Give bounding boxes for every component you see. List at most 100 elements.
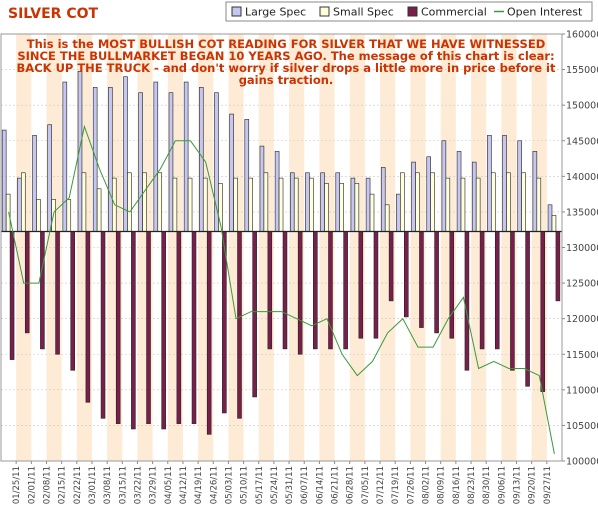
large-spec-bar	[199, 87, 204, 232]
small-spec-bar	[445, 177, 451, 232]
x-axis-tick-label: 02/22/11	[73, 466, 83, 504]
large-spec-bar	[108, 87, 113, 232]
large-spec-bar	[502, 135, 507, 232]
x-axis-tick-label: 08/23/11	[467, 466, 477, 504]
commercial-bar	[206, 231, 212, 435]
commercial-bar	[252, 231, 257, 398]
large-spec-bar	[411, 161, 416, 232]
commercial-bar	[176, 231, 182, 424]
column-band	[16, 34, 32, 461]
right-axis-tick-label: 150000	[566, 101, 598, 112]
small-spec-bar	[263, 172, 269, 232]
right-axis-tick-label: 100000	[566, 457, 598, 468]
x-axis-tick-label: 06/14/11	[315, 466, 325, 504]
annotation-line-2: SINCE THE BULLMARKET BEGAN 10 YEARS AGO.…	[17, 49, 554, 63]
commercial-bar	[343, 231, 348, 350]
large-spec-bar	[17, 177, 22, 232]
large-spec-bar	[441, 140, 447, 232]
right-axis-tick-label: 105000	[566, 421, 598, 432]
annotation-line-3: BACK UP THE TRUCK - and don't worry if s…	[17, 61, 556, 75]
x-axis-tick-label: 01/25/11	[12, 466, 22, 504]
x-axis-tick-label: 08/16/11	[452, 466, 462, 504]
commercial-bar	[434, 231, 439, 334]
large-spec-bar	[1, 129, 7, 232]
x-axis-tick-label: 04/26/11	[209, 466, 219, 504]
small-spec-bar	[551, 215, 557, 232]
x-axis-tick-label: 04/05/11	[164, 466, 174, 504]
small-spec-bar	[324, 183, 329, 232]
large-spec-bar	[426, 156, 431, 232]
bar-series	[1, 71, 561, 435]
commercial-bar	[494, 231, 500, 350]
small-spec-bar	[521, 172, 526, 232]
x-axis-tick-label: 06/07/11	[300, 466, 310, 504]
chart-annotation: This is the MOST BULLISH COT READING FOR…	[17, 37, 556, 87]
large-spec-bar	[517, 140, 522, 232]
large-spec-bar	[365, 177, 371, 232]
small-spec-bar	[142, 172, 147, 232]
x-axis-tick-label: 09/20/11	[528, 466, 538, 504]
right-axis-tick-label: 135000	[566, 207, 598, 218]
x-axis-tick-label: 08/30/11	[482, 466, 492, 504]
commercial-bar	[24, 231, 30, 334]
commercial-bar	[540, 231, 546, 392]
legend-label-commercial: Commercial	[421, 6, 487, 19]
commercial-bar	[525, 231, 530, 387]
x-axis-tick-label: 05/24/11	[270, 466, 280, 504]
small-spec-bar	[384, 204, 390, 232]
x-axis-tick-label: 06/28/11	[346, 466, 356, 504]
small-spec-bar	[233, 177, 238, 232]
x-axis-tick-label: 06/21/11	[331, 466, 341, 504]
large-spec-bar	[123, 76, 128, 232]
commercial-bar	[388, 231, 394, 302]
commercial-bar	[282, 231, 288, 350]
large-spec-bar	[259, 145, 265, 232]
legend-swatch-commercial	[407, 6, 418, 17]
small-spec-bar	[506, 172, 511, 232]
plot-area-border	[0, 33, 563, 462]
x-axis-tick-label: 02/08/11	[42, 466, 52, 504]
right-axis-tick-label: 120000	[566, 314, 598, 325]
commercial-bar	[479, 231, 485, 350]
right-axis-tick-label: 125000	[566, 279, 598, 290]
x-axis-tick-label: 03/08/11	[103, 466, 113, 504]
small-spec-bar	[81, 172, 87, 232]
right-axis-tick-label: 110000	[566, 385, 598, 396]
commercial-bar	[267, 231, 273, 350]
large-spec-bar	[229, 113, 234, 232]
large-spec-bar	[335, 172, 341, 232]
small-spec-bar	[36, 199, 41, 232]
commercial-bar	[373, 231, 379, 339]
x-axis-tick-labels: 01/25/11 02/01/11 02/08/11 02/15/11 02/22/11…	[12, 461, 553, 504]
large-spec-bar	[32, 135, 37, 232]
large-spec-bar	[532, 151, 538, 232]
commercial-bar	[313, 231, 318, 350]
large-spec-bar	[214, 92, 219, 232]
right-axis-tick-label: 130000	[566, 243, 598, 254]
commercial-bar	[449, 231, 455, 339]
small-spec-bar	[21, 172, 26, 232]
commercial-bar	[131, 231, 136, 430]
x-axis-tick-label: 05/31/11	[285, 466, 295, 504]
open-interest-line	[8, 124, 555, 454]
commercial-bar	[70, 231, 75, 371]
x-axis-tick-label: 08/02/11	[422, 466, 432, 504]
legend-label-small-spec: Small Spec	[333, 6, 394, 19]
x-axis-tick-label: 08/09/11	[437, 466, 447, 504]
commercial-bar	[404, 231, 409, 318]
commercial-bar	[555, 231, 561, 302]
commercial-bar	[358, 231, 364, 339]
chart-legend: Large Spec Small Spec Commercial Open In…	[225, 1, 593, 22]
small-spec-bar	[339, 183, 344, 232]
commercial-bar	[191, 231, 197, 424]
right-axis-tick-label: 145000	[566, 136, 598, 147]
large-spec-bar	[47, 124, 52, 232]
annotation-line-1: This is the MOST BULLISH COT READING FOR…	[27, 37, 546, 51]
legend-label-large-spec: Large Spec	[245, 6, 306, 19]
large-spec-bar	[380, 167, 386, 232]
legend-swatch-large-spec	[231, 6, 242, 17]
small-spec-bar	[400, 172, 405, 232]
small-spec-bar	[187, 177, 193, 232]
